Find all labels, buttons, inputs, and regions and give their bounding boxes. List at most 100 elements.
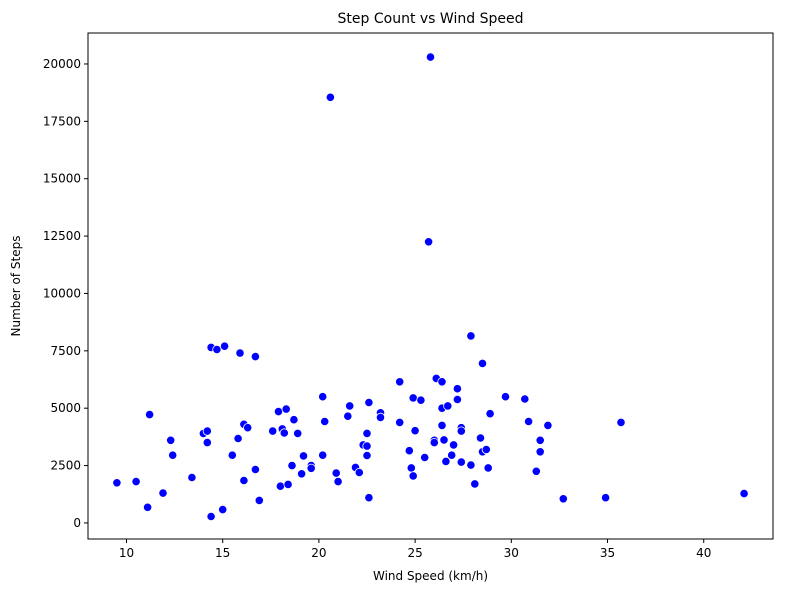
- data-point: [470, 479, 480, 489]
- data-point: [218, 504, 228, 515]
- data-point: [420, 452, 430, 463]
- data-point: [343, 411, 353, 421]
- data-point: [233, 433, 243, 444]
- data-point: [395, 417, 405, 427]
- data-point: [423, 237, 434, 247]
- data-point: [235, 348, 245, 358]
- data-point: [452, 384, 462, 394]
- data-point: [481, 444, 491, 455]
- data-point: [441, 456, 451, 466]
- x-axis-ticks: 10 15 20 25 30 35 40: [119, 539, 711, 560]
- data-point: [543, 420, 553, 430]
- x-tick-label: 35: [600, 546, 615, 560]
- x-tick-label: 25: [407, 546, 422, 560]
- data-point: [408, 471, 418, 481]
- data-point: [362, 450, 372, 461]
- data-point: [243, 423, 253, 433]
- data-point: [531, 466, 541, 476]
- data-point: [281, 404, 291, 414]
- data-point: [354, 467, 364, 478]
- y-tick-label: 15000: [43, 172, 81, 186]
- data-point: [166, 435, 176, 445]
- data-point: [212, 344, 222, 355]
- chart-title: Step Count vs Wind Speed: [338, 11, 524, 27]
- data-point: [437, 377, 447, 387]
- y-tick-label: 5000: [50, 401, 81, 415]
- data-point: [466, 331, 476, 341]
- data-point: [220, 341, 230, 351]
- data-point: [437, 420, 447, 430]
- data-point: [268, 426, 278, 436]
- data-point: [227, 450, 237, 460]
- data-point: [425, 52, 436, 62]
- data-point: [448, 440, 459, 450]
- data-point: [275, 481, 285, 491]
- y-tick-label: 10000: [43, 286, 81, 300]
- data-point: [600, 493, 611, 503]
- data-point: [298, 451, 309, 461]
- data-point: [187, 472, 197, 483]
- data-point: [143, 502, 153, 512]
- data-point: [112, 478, 122, 488]
- y-tick-label: 7500: [50, 344, 81, 358]
- data-point: [331, 468, 341, 478]
- data-point: [362, 441, 372, 451]
- data-point: [293, 428, 303, 438]
- y-axis-label: Number of Steps: [9, 236, 23, 337]
- data-point: [523, 416, 534, 427]
- x-tick-label: 40: [696, 546, 711, 560]
- data-point: [318, 450, 328, 460]
- data-points: [112, 52, 749, 522]
- data-point: [439, 435, 449, 445]
- data-point: [318, 392, 328, 402]
- data-point: [333, 476, 343, 487]
- data-point: [362, 428, 372, 438]
- data-point: [145, 409, 155, 420]
- x-tick-label: 15: [215, 546, 230, 560]
- y-tick-label: 2500: [50, 459, 81, 473]
- data-point: [202, 437, 212, 448]
- data-point: [296, 469, 307, 479]
- data-point: [250, 464, 260, 475]
- y-tick-label: 20000: [43, 57, 81, 71]
- x-tick-label: 30: [504, 546, 519, 560]
- data-point: [447, 450, 457, 460]
- y-tick-label: 12500: [43, 229, 81, 243]
- data-point: [375, 412, 386, 422]
- data-point: [250, 351, 260, 362]
- data-point: [404, 446, 414, 456]
- data-point: [364, 397, 374, 408]
- data-point: [202, 426, 212, 436]
- data-point: [456, 457, 466, 467]
- data-point: [558, 494, 568, 504]
- y-tick-label: 0: [73, 516, 81, 530]
- data-point: [535, 447, 545, 457]
- data-point: [395, 377, 405, 387]
- data-point: [287, 460, 297, 471]
- y-tick-label: 17500: [43, 114, 81, 128]
- data-point: [168, 450, 178, 460]
- data-point: [345, 401, 355, 411]
- x-tick-label: 10: [119, 546, 134, 560]
- x-tick-label: 20: [311, 546, 326, 560]
- data-point: [535, 435, 545, 445]
- data-point: [739, 488, 749, 499]
- data-point: [500, 392, 511, 402]
- data-point: [429, 437, 439, 448]
- data-point: [325, 92, 335, 102]
- data-point: [408, 393, 418, 403]
- x-axis-label: Wind Speed (km/h): [373, 569, 488, 583]
- data-point: [131, 476, 141, 487]
- data-point: [306, 463, 316, 473]
- data-point: [466, 460, 476, 470]
- data-point: [410, 426, 420, 436]
- data-point: [475, 433, 486, 443]
- data-point: [158, 488, 168, 498]
- data-point: [283, 479, 293, 489]
- data-point: [483, 463, 493, 473]
- data-point: [239, 475, 249, 486]
- data-point: [416, 395, 426, 405]
- data-point: [273, 406, 284, 417]
- data-point: [616, 417, 626, 427]
